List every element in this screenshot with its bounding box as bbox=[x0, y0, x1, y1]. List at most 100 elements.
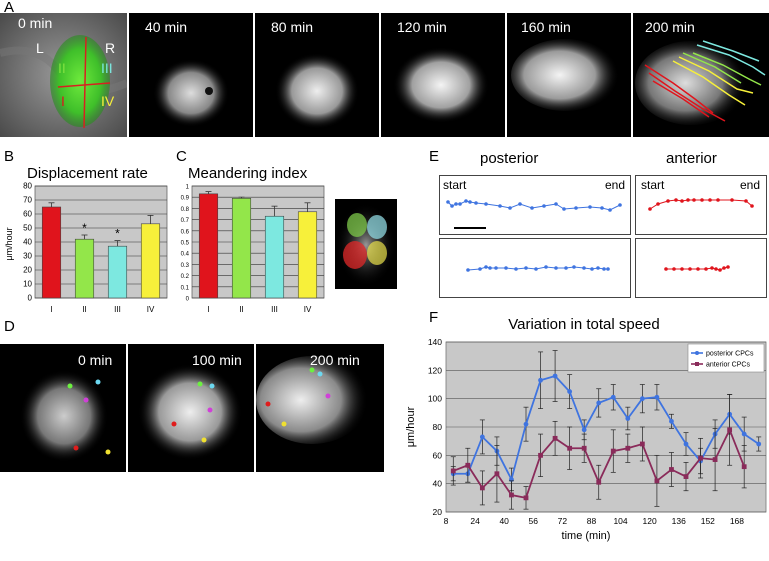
legend-label: anterior CPCs bbox=[706, 362, 750, 369]
y-tick-label: 10 bbox=[23, 280, 32, 289]
legend-label: posterior CPCs bbox=[706, 351, 754, 358]
y-axis-label: μm/hour bbox=[4, 227, 14, 260]
bar bbox=[74, 238, 95, 299]
bar bbox=[264, 215, 285, 299]
data-point bbox=[639, 396, 645, 402]
data-point bbox=[669, 467, 674, 472]
frame-0min: 0 min L R II III I IV bbox=[0, 13, 127, 137]
legend-marker bbox=[695, 351, 699, 355]
x-tick-label: III bbox=[271, 305, 278, 314]
frame-40min-image bbox=[153, 59, 229, 127]
y-tick-label: 0.1 bbox=[181, 285, 190, 291]
series-line bbox=[453, 374, 760, 482]
bar bbox=[41, 206, 62, 299]
frame-80min: 80 min bbox=[255, 13, 379, 137]
bar bbox=[140, 223, 161, 299]
x-tick-label: 152 bbox=[701, 516, 715, 526]
quadrant-inset-image bbox=[335, 199, 397, 289]
posterior-track-box-1: start end bbox=[439, 175, 631, 235]
y-tick-label: 70 bbox=[23, 196, 32, 205]
bar bbox=[107, 245, 128, 299]
frame-120min: 120 min bbox=[381, 13, 505, 137]
frame-80min-image bbox=[275, 53, 359, 129]
region-label-iv: IV bbox=[101, 93, 115, 109]
data-point bbox=[639, 441, 645, 447]
data-point bbox=[465, 462, 471, 468]
legend bbox=[687, 343, 765, 373]
y-tick-label: 0 bbox=[28, 294, 33, 303]
x-tick-label: 56 bbox=[529, 516, 539, 526]
frame-d-200min: 200 min bbox=[256, 344, 384, 472]
frame-120min-image bbox=[393, 47, 489, 123]
y-tick-label: 20 bbox=[23, 266, 32, 275]
x-tick-label: 120 bbox=[643, 516, 657, 526]
y-tick-label: 30 bbox=[23, 252, 32, 261]
frame-40min: 40 min bbox=[129, 13, 253, 137]
data-point bbox=[523, 495, 529, 501]
bar bbox=[297, 211, 318, 299]
data-point bbox=[596, 479, 602, 485]
frame-d-0min-image bbox=[20, 370, 111, 462]
frame-200min-image bbox=[635, 40, 766, 125]
frame-d-100min-image bbox=[138, 364, 242, 460]
x-tick-label: II bbox=[239, 305, 243, 314]
chart-title: Meandering index bbox=[188, 165, 308, 182]
data-point bbox=[741, 464, 747, 470]
data-point bbox=[683, 474, 689, 479]
panel-label-d: D bbox=[4, 318, 15, 335]
panel-label-b: B bbox=[4, 148, 15, 165]
data-point bbox=[552, 435, 558, 441]
data-point bbox=[625, 416, 631, 421]
region-label-right: R bbox=[105, 40, 116, 56]
anterior-track-box-2 bbox=[635, 238, 767, 298]
frame-0min-image bbox=[0, 13, 127, 137]
anterior-title: anterior bbox=[666, 150, 717, 167]
region-label-i: I bbox=[61, 93, 65, 109]
data-point bbox=[581, 427, 587, 433]
frame-time-label: 100 min bbox=[192, 352, 242, 368]
y-tick-label: 0.3 bbox=[181, 263, 190, 269]
panel-label-c: C bbox=[176, 148, 187, 165]
panel-label-e: E bbox=[429, 148, 440, 165]
y-tick-label: 60 bbox=[433, 450, 443, 460]
posterior-track-box-2 bbox=[439, 238, 631, 298]
panel-label-a: A bbox=[4, 0, 15, 16]
frame-time-label: 120 min bbox=[397, 19, 447, 35]
y-tick-label: 40 bbox=[433, 479, 443, 489]
x-tick-label: 24 bbox=[470, 516, 480, 526]
y-tick-label: 100 bbox=[428, 394, 442, 404]
data-point bbox=[494, 471, 500, 477]
data-point bbox=[538, 377, 543, 383]
frame-time-label: 160 min bbox=[521, 19, 571, 35]
x-tick-label: II bbox=[82, 305, 86, 314]
posterior-track-2 bbox=[466, 265, 610, 272]
y-tick-label: 0.2 bbox=[181, 274, 190, 280]
data-point bbox=[567, 445, 573, 451]
start-label: start bbox=[641, 178, 665, 192]
y-tick-label: 0.6 bbox=[181, 229, 190, 235]
x-tick-label: 40 bbox=[499, 516, 509, 526]
data-point bbox=[712, 457, 718, 462]
legend-marker bbox=[695, 362, 699, 366]
y-tick-label: 60 bbox=[23, 210, 32, 219]
posterior-title: posterior bbox=[480, 150, 539, 167]
y-tick-label: 20 bbox=[433, 507, 443, 517]
x-tick-label: 168 bbox=[730, 516, 744, 526]
region-label-iii: III bbox=[101, 60, 113, 76]
frame-time-label: 40 min bbox=[145, 19, 188, 35]
frame-time-label: 0 min bbox=[18, 15, 53, 31]
bar bbox=[231, 198, 252, 299]
significance-marker: * bbox=[115, 227, 120, 241]
anterior-track-box-1: start end bbox=[635, 175, 767, 235]
frame-d-0min: 0 min bbox=[0, 344, 126, 472]
frame-d-200min-image bbox=[256, 356, 368, 444]
frame-d-100min: 100 min bbox=[128, 344, 254, 472]
significance-marker: * bbox=[82, 221, 87, 235]
data-point bbox=[610, 448, 616, 454]
frame-160min-image bbox=[511, 39, 619, 111]
data-point bbox=[509, 492, 514, 498]
data-point bbox=[756, 441, 762, 447]
y-tick-label: 140 bbox=[428, 337, 442, 347]
y-tick-label: 50 bbox=[23, 224, 32, 233]
